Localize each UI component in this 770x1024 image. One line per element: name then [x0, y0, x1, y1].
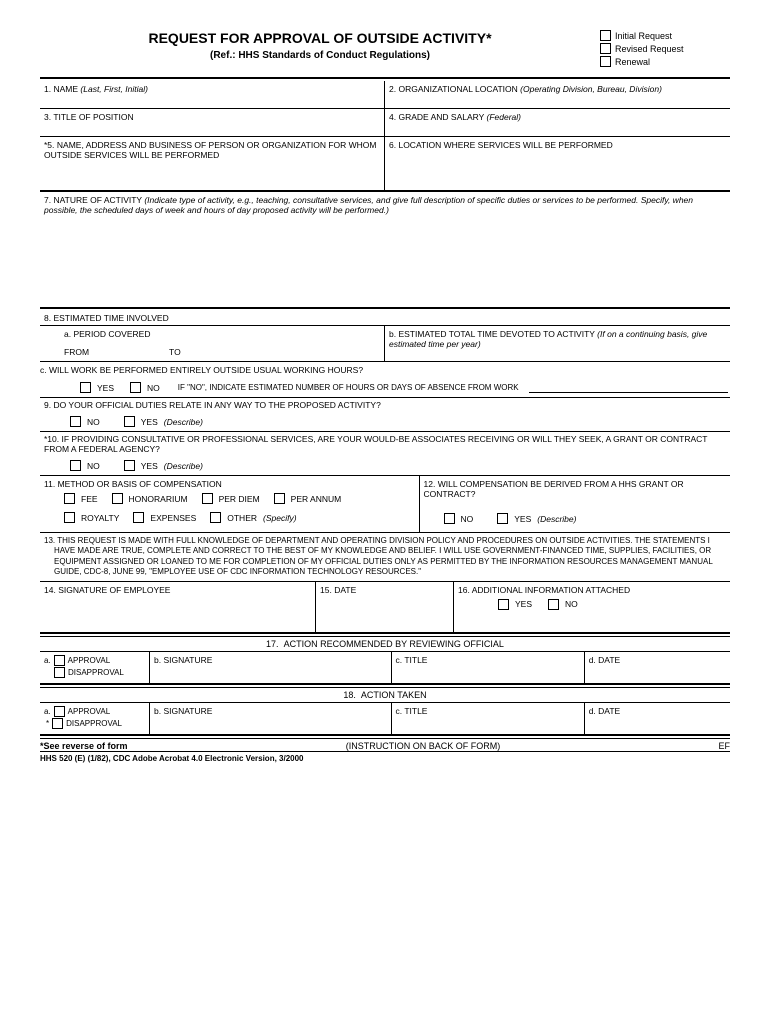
- revised-request-checkbox[interactable]: [600, 43, 611, 54]
- renewal-label: Renewal: [615, 57, 650, 67]
- field-10: *10. IF PROVIDING CONSULTATIVE OR PROFES…: [40, 432, 730, 476]
- row-18: a.APPROVAL *DISAPPROVAL b. SIGNATURE c. …: [40, 703, 730, 736]
- divider: [40, 307, 730, 309]
- row-8ab: a. PERIOD COVERED FROM TO b. ESTIMATED T…: [40, 326, 730, 362]
- row-11-12: 11. METHOD OR BASIS OF COMPENSATION FEE …: [40, 476, 730, 533]
- renewal-checkbox[interactable]: [600, 56, 611, 67]
- section-17-header: 17. ACTION RECOMMENDED BY REVIEWING OFFI…: [40, 637, 730, 652]
- form-header: REQUEST FOR APPROVAL OF OUTSIDE ACTIVITY…: [40, 30, 730, 69]
- row-3-4: 3. TITLE OF POSITION 4. GRADE AND SALARY…: [40, 109, 730, 137]
- row-5-6: *5. NAME, ADDRESS AND BUSINESS OF PERSON…: [40, 137, 730, 192]
- footer-row: *See reverse of form (INSTRUCTION ON BAC…: [40, 741, 730, 751]
- q10-yes-checkbox[interactable]: [124, 460, 135, 471]
- q8c-no-checkbox[interactable]: [130, 382, 141, 393]
- q17-title: c. TITLE: [392, 652, 585, 683]
- form-subtitle: (Ref.: HHS Standards of Conduct Regulati…: [40, 50, 600, 61]
- honorarium-checkbox[interactable]: [112, 493, 123, 504]
- q18-title: c. TITLE: [392, 703, 585, 734]
- q17-disapproval-checkbox[interactable]: [54, 667, 65, 678]
- header-title-block: REQUEST FOR APPROVAL OF OUTSIDE ACTIVITY…: [40, 30, 600, 61]
- field-1-label: 1. NAME (Last, First, Initial): [44, 84, 148, 94]
- period-to-label: TO: [169, 347, 181, 357]
- period-from-label: FROM: [64, 347, 89, 357]
- q16-yes-checkbox[interactable]: [498, 599, 509, 610]
- q17-date: d. DATE: [585, 652, 730, 683]
- field-13-statement: 13. THIS REQUEST IS MADE WITH FULL KNOWL…: [40, 533, 730, 582]
- perannum-checkbox[interactable]: [274, 493, 285, 504]
- q18-signature: b. SIGNATURE: [150, 703, 392, 734]
- field-4-label: 4. GRADE AND SALARY (Federal): [389, 112, 521, 122]
- ef-mark: EF: [718, 741, 730, 751]
- q18-approval-checkbox[interactable]: [54, 706, 65, 717]
- form-number: HHS 520 (E) (1/82), CDC Adobe Acrobat 4.…: [40, 754, 730, 763]
- field-9: 9. DO YOUR OFFICIAL DUTIES RELATE IN ANY…: [40, 398, 730, 432]
- other-checkbox[interactable]: [210, 512, 221, 523]
- request-type-options: Initial Request Revised Request Renewal: [600, 30, 730, 69]
- field-8-header: 8. ESTIMATED TIME INVOLVED: [40, 311, 730, 326]
- form-title: REQUEST FOR APPROVAL OF OUTSIDE ACTIVITY…: [40, 30, 600, 46]
- revised-request-label: Revised Request: [615, 44, 684, 54]
- fee-checkbox[interactable]: [64, 493, 75, 504]
- field-3-label: 3. TITLE OF POSITION: [44, 112, 134, 122]
- row-1-2: 1. NAME (Last, First, Initial) 2. ORGANI…: [40, 81, 730, 109]
- see-reverse: *See reverse of form: [40, 741, 128, 751]
- field-5-label: *5.: [44, 140, 54, 150]
- q10-no-checkbox[interactable]: [70, 460, 81, 471]
- q12-yes-checkbox[interactable]: [497, 513, 508, 524]
- q16-no-checkbox[interactable]: [548, 599, 559, 610]
- royalty-checkbox[interactable]: [64, 512, 75, 523]
- field-6-label: 6. LOCATION WHERE SERVICES WILL BE PERFO…: [389, 140, 613, 150]
- q8c-yes-checkbox[interactable]: [80, 382, 91, 393]
- initial-request-label: Initial Request: [615, 31, 672, 41]
- field-5-text: NAME, ADDRESS AND BUSINESS OF PERSON OR …: [44, 140, 377, 160]
- q18-disapproval-checkbox[interactable]: [52, 718, 63, 729]
- perdiem-checkbox[interactable]: [202, 493, 213, 504]
- row-17: a.APPROVAL DISAPPROVAL b. SIGNATURE c. T…: [40, 652, 730, 685]
- q12-no-checkbox[interactable]: [444, 513, 455, 524]
- field-2-label: 2. ORGANIZATIONAL LOCATION (Operating Di…: [389, 84, 662, 94]
- field-7: 7. NATURE OF ACTIVITY (Indicate type of …: [40, 192, 730, 305]
- expenses-checkbox[interactable]: [133, 512, 144, 523]
- q17-signature: b. SIGNATURE: [150, 652, 392, 683]
- q18-date: d. DATE: [585, 703, 730, 734]
- q17-approval-checkbox[interactable]: [54, 655, 65, 666]
- field-8c: c. WILL WORK BE PERFORMED ENTIRELY OUTSI…: [40, 362, 730, 398]
- divider: [40, 77, 730, 79]
- initial-request-checkbox[interactable]: [600, 30, 611, 41]
- q9-no-checkbox[interactable]: [70, 416, 81, 427]
- instruction-note: (INSTRUCTION ON BACK OF FORM): [346, 741, 501, 751]
- section-18-header: 18. ACTION TAKEN: [40, 688, 730, 703]
- absence-fill-line[interactable]: [529, 383, 728, 393]
- row-14-15-16: 14. SIGNATURE OF EMPLOYEE 15. DATE 16. A…: [40, 582, 730, 634]
- q9-yes-checkbox[interactable]: [124, 416, 135, 427]
